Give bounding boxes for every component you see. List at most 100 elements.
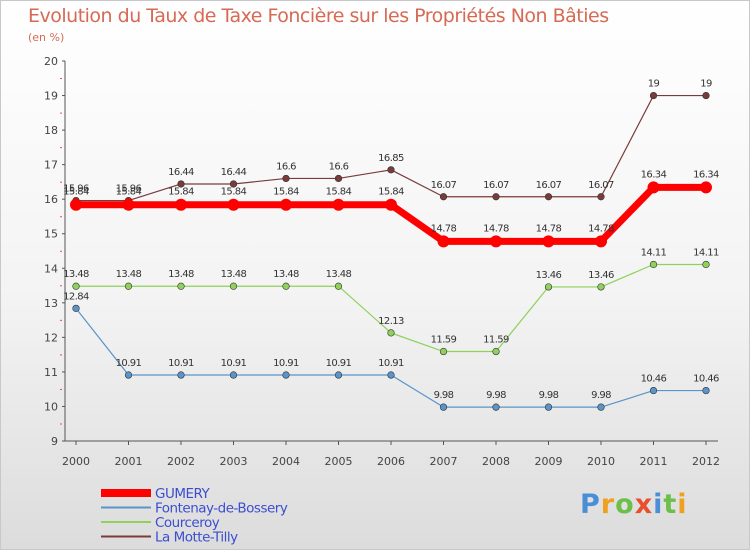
- data-label-fontenay-de-bossery: 12.84: [63, 291, 89, 302]
- data-label-la-motte-tilly: 15.96: [63, 184, 89, 195]
- y-tick-label: 12: [44, 331, 58, 344]
- data-label-courceroy: 13.48: [273, 269, 299, 280]
- data-point-gumery: [227, 198, 240, 211]
- data-label-courceroy: 12.13: [378, 316, 404, 327]
- data-label-fontenay-de-bossery: 9.98: [539, 390, 559, 401]
- logo-letter: r: [600, 489, 616, 520]
- data-label-la-motte-tilly: 16.44: [221, 167, 247, 178]
- data-label-courceroy: 14.11: [641, 247, 667, 258]
- data-point-la-motte-tilly: [177, 180, 185, 188]
- data-label-la-motte-tilly: 16.85: [378, 153, 404, 164]
- y-tick-label: 10: [44, 400, 58, 413]
- data-point-fontenay-de-bossery: [229, 371, 238, 379]
- data-point-gumery: [280, 198, 292, 211]
- data-point-courceroy: [177, 282, 185, 290]
- data-point-la-motte-tilly: [544, 193, 553, 201]
- data-label-fontenay-de-bossery: 10.46: [693, 374, 719, 385]
- data-point-gumery: [122, 198, 135, 211]
- data-label-courceroy: 13.48: [116, 269, 142, 280]
- data-label-gumery: 15.84: [326, 187, 352, 198]
- data-label-gumery: 16.34: [693, 169, 719, 180]
- data-label-gumery: 16.34: [641, 169, 667, 180]
- data-label-gumery: 14.78: [431, 223, 457, 234]
- data-point-fontenay-de-bossery: [492, 403, 500, 411]
- x-tick-label: 2002: [167, 455, 195, 468]
- logo-letter: P: [580, 489, 601, 520]
- y-tick-label: 15: [44, 228, 58, 241]
- legend-label-courceroy: Courceroy: [155, 515, 220, 531]
- x-tick-label: 2004: [272, 455, 300, 468]
- data-label-gumery: 15.84: [116, 187, 142, 198]
- y-tick-label: 17: [44, 159, 58, 172]
- data-point-courceroy: [597, 283, 605, 291]
- data-label-gumery: 15.84: [63, 187, 89, 198]
- data-label-gumery: 14.78: [536, 223, 562, 234]
- data-label-fontenay-de-bossery: 9.98: [486, 390, 506, 401]
- data-point-la-motte-tilly: [597, 193, 605, 201]
- data-label-fontenay-de-bossery: 10.91: [326, 358, 352, 369]
- data-label-la-motte-tilly: 16.6: [276, 161, 296, 172]
- data-point-la-motte-tilly: [282, 174, 290, 183]
- x-tick-label: 2005: [325, 455, 353, 468]
- data-point-gumery: [70, 198, 82, 211]
- x-tick-label: 2010: [587, 455, 615, 468]
- data-label-fontenay-de-bossery: 10.91: [273, 358, 299, 369]
- data-label-fontenay-de-bossery: 10.91: [168, 358, 194, 369]
- y-tick-label: 11: [44, 366, 58, 379]
- chart-title: Evolution du Taux de Taxe Foncière sur l…: [28, 5, 609, 27]
- data-label-fontenay-de-bossery: 10.46: [641, 374, 667, 385]
- data-point-la-motte-tilly: [387, 166, 395, 174]
- data-point-courceroy: [439, 347, 448, 356]
- x-tick-label: 2012: [692, 455, 720, 468]
- data-point-fontenay-de-bossery: [544, 403, 553, 411]
- data-point-courceroy: [124, 282, 133, 290]
- data-label-courceroy: 11.59: [483, 335, 509, 346]
- y-tick-label: 16: [44, 193, 58, 206]
- data-point-la-motte-tilly: [492, 193, 500, 201]
- data-point-fontenay-de-bossery: [702, 386, 710, 395]
- data-label-courceroy: 13.46: [588, 270, 614, 281]
- data-point-fontenay-de-bossery: [387, 371, 395, 379]
- data-point-fontenay-de-bossery: [177, 371, 185, 379]
- data-point-la-motte-tilly: [439, 193, 448, 201]
- x-tick-label: 2008: [482, 455, 510, 468]
- data-point-courceroy: [492, 347, 500, 356]
- data-point-courceroy: [702, 260, 710, 269]
- proxiti-logo: Proxiti: [580, 489, 688, 520]
- data-label-fontenay-de-bossery: 9.98: [591, 390, 611, 401]
- x-tick-label: 2001: [115, 455, 143, 468]
- x-tick-label: 2006: [377, 455, 405, 468]
- y-tick-label: 19: [44, 90, 58, 103]
- data-label-fontenay-de-bossery: 9.98: [434, 390, 454, 401]
- legend-label-la-motte-tilly: La Motte-Tilly: [155, 530, 238, 546]
- data-point-fontenay-de-bossery: [649, 386, 658, 395]
- legend-label-fontenay-de-bossery: Fontenay-de-Bossery: [155, 501, 288, 517]
- y-tick-label: 14: [44, 262, 58, 275]
- data-point-courceroy: [544, 283, 553, 291]
- data-label-la-motte-tilly: 16.07: [536, 180, 562, 191]
- data-label-gumery: 15.84: [221, 187, 247, 198]
- data-label-la-motte-tilly: 19: [700, 79, 712, 90]
- data-label-courceroy: 14.11: [693, 247, 719, 258]
- data-label-courceroy: 13.48: [326, 269, 352, 280]
- data-label-fontenay-de-bossery: 10.91: [378, 358, 404, 369]
- data-point-fontenay-de-bossery: [124, 371, 133, 379]
- data-point-gumery: [490, 235, 502, 248]
- data-point-fontenay-de-bossery: [597, 403, 605, 411]
- data-point-gumery: [542, 235, 555, 248]
- logo-letter: i: [677, 489, 688, 520]
- data-point-courceroy: [72, 282, 80, 290]
- data-point-la-motte-tilly: [229, 180, 238, 188]
- x-tick-label: 2003: [220, 455, 248, 468]
- logo-letter: x: [634, 489, 654, 520]
- data-label-gumery: 14.78: [483, 223, 509, 234]
- data-point-gumery: [175, 198, 187, 211]
- y-tick-label: 20: [44, 55, 58, 68]
- data-label-courceroy: 11.59: [431, 335, 457, 346]
- y-axis-unit-label: (en %): [28, 31, 65, 44]
- y-tick-label: 9: [51, 435, 58, 448]
- data-label-fontenay-de-bossery: 10.91: [221, 358, 247, 369]
- data-label-la-motte-tilly: 16.07: [588, 180, 614, 191]
